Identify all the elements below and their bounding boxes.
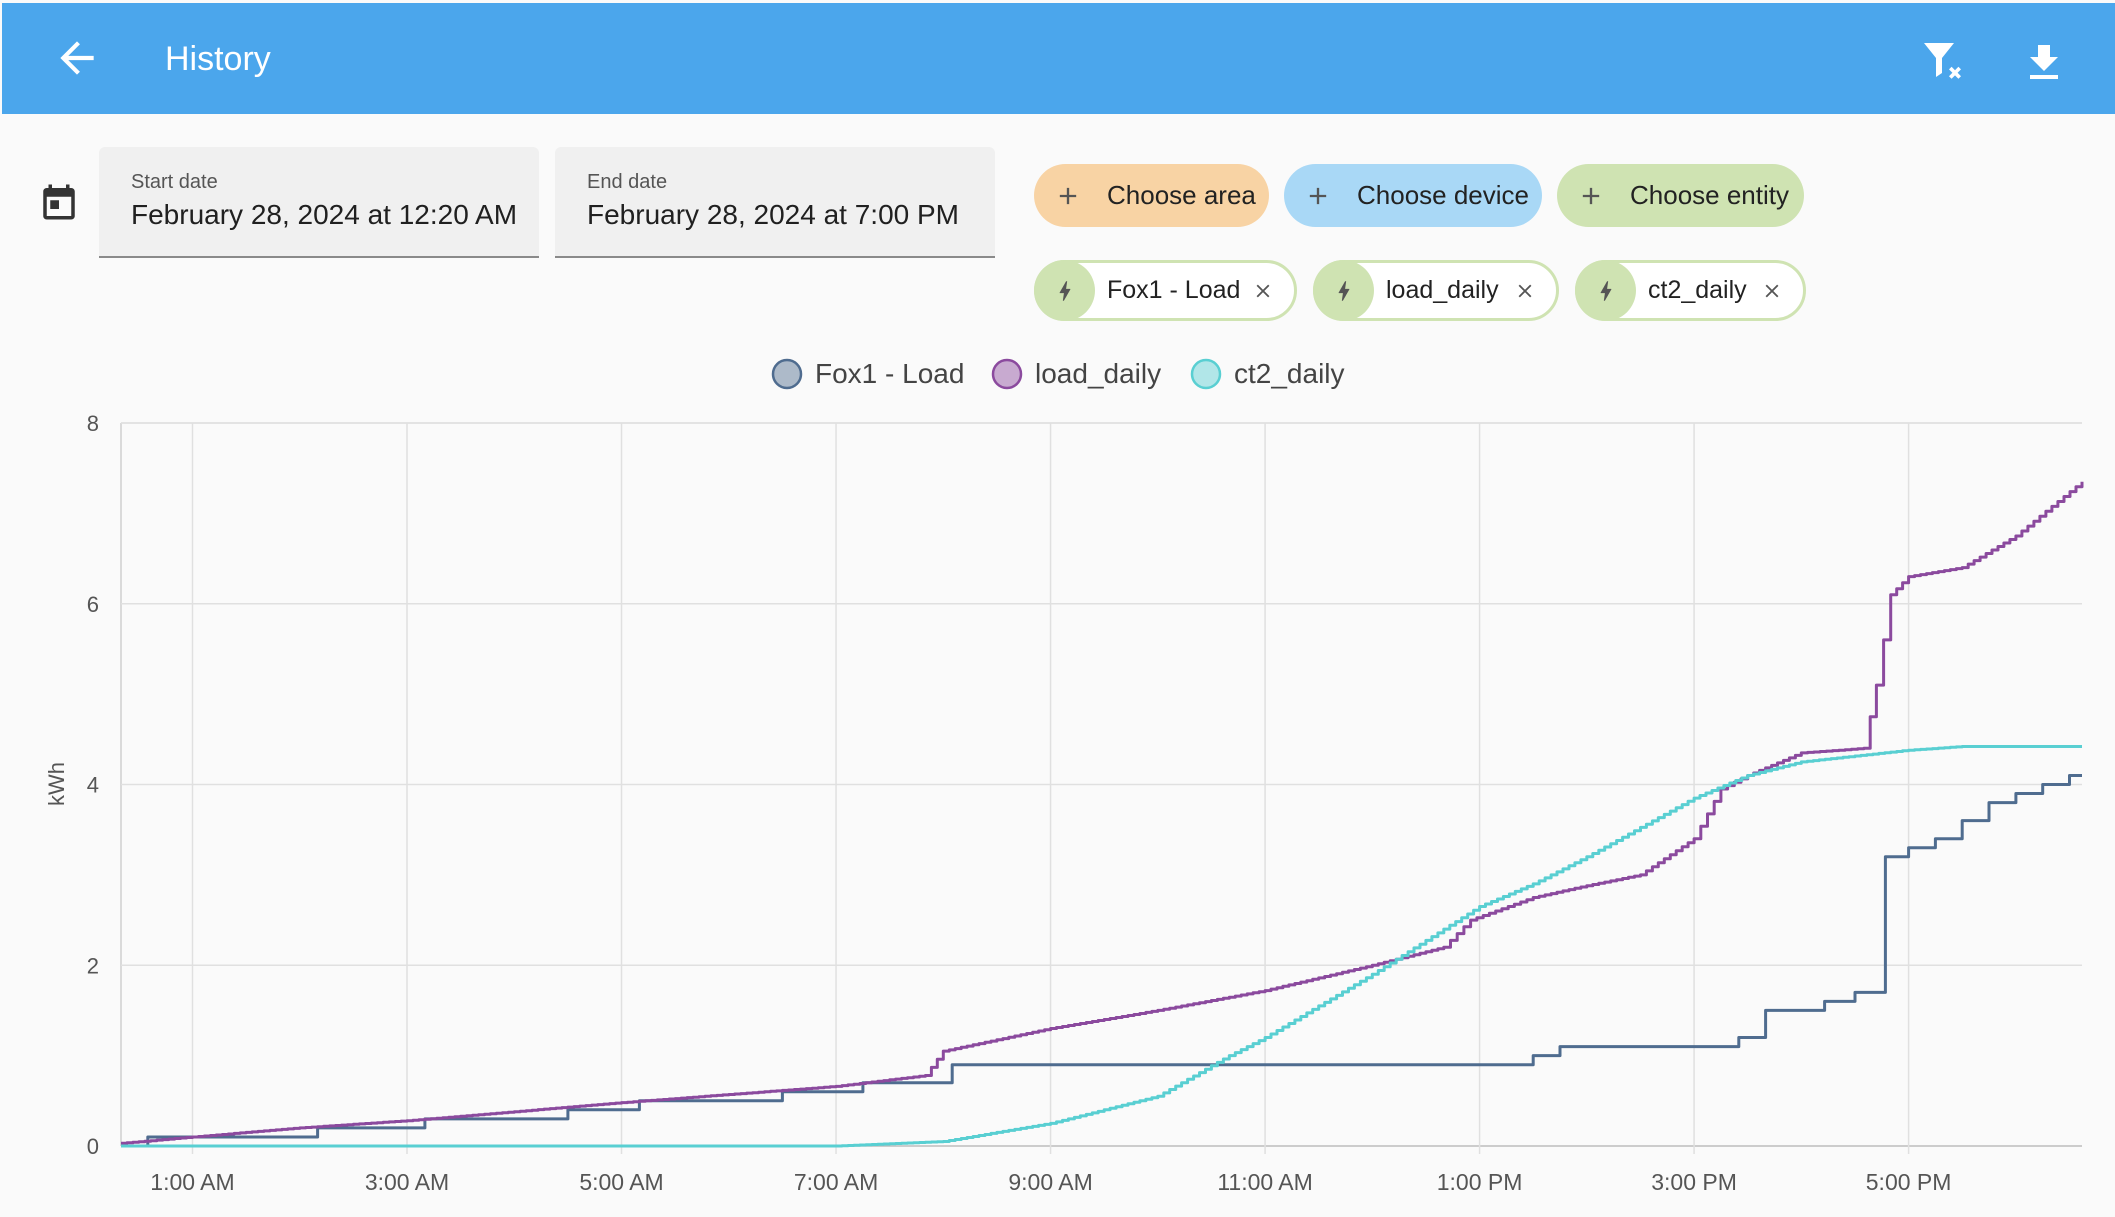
plus-icon (1059, 187, 1077, 204)
filter-remove-icon[interactable] (1920, 37, 1968, 85)
legend-item[interactable]: ct2_daily (1190, 358, 1345, 390)
calendar-icon[interactable] (38, 180, 80, 224)
start-date-value: February 28, 2024 at 12:20 AM (131, 199, 518, 230)
entity-chip-label: load_daily (1386, 276, 1499, 304)
series-line-0 (121, 774, 2082, 1148)
y-axis-label: kWh (44, 762, 69, 806)
entity-chip-load-daily[interactable]: load_daily (1313, 260, 1559, 321)
lightning-bolt-icon (1575, 260, 1636, 321)
y-tick-label: 6 (87, 592, 99, 617)
entity-chip-label: Fox1 - Load (1107, 276, 1241, 304)
chart-legend: Fox1 - Load load_daily ct2_daily (771, 358, 1345, 390)
y-tick-label: 2 (87, 953, 99, 978)
legend-label: Fox1 - Load (815, 358, 964, 389)
x-tick-label: 7:00 AM (794, 1169, 878, 1195)
series-line-2 (121, 745, 2082, 1148)
x-tick-label: 5:00 PM (1866, 1169, 1952, 1195)
x-tick-label: 1:00 AM (150, 1169, 234, 1195)
lightning-bolt-icon (1034, 260, 1095, 321)
x-tick-label: 3:00 PM (1651, 1169, 1737, 1195)
y-tick-label: 8 (87, 411, 99, 436)
series-line-1 (121, 481, 2084, 1145)
legend-item[interactable]: Fox1 - Load (771, 358, 964, 390)
page-title: History (165, 40, 271, 78)
entity-chip-fox1-load[interactable]: Fox1 - Load (1034, 260, 1297, 321)
choose-area-chip[interactable]: Choose area (1034, 164, 1269, 227)
x-tick-label: 9:00 AM (1008, 1169, 1092, 1195)
arrow-left-icon[interactable] (52, 33, 102, 83)
app-bar: History (2, 3, 2115, 114)
legend-label: load_daily (1035, 358, 1161, 389)
choose-device-chip[interactable]: Choose device (1284, 164, 1542, 227)
x-tick-label: 11:00 AM (1217, 1169, 1312, 1195)
lightning-bolt-icon (1313, 260, 1374, 321)
end-date-label: End date (587, 171, 668, 193)
chart-grid (120, 422, 2082, 1154)
start-date-field[interactable]: Start date February 28, 2024 at 12:20 AM (99, 147, 539, 258)
y-axis-ticks: 0 2 4 6 8 (87, 411, 99, 1159)
x-tick-label: 5:00 AM (579, 1169, 663, 1195)
plus-icon (1582, 187, 1600, 204)
y-tick-label: 0 (87, 1134, 99, 1159)
x-tick-label: 3:00 AM (365, 1169, 449, 1195)
legend-swatch (771, 358, 803, 390)
end-date-value: February 28, 2024 at 7:00 PM (587, 199, 959, 230)
legend-label: ct2_daily (1234, 358, 1345, 389)
legend-item[interactable]: load_daily (991, 358, 1161, 390)
plus-icon (1309, 187, 1327, 204)
entity-chip-label: ct2_daily (1648, 276, 1747, 304)
close-icon[interactable] (1514, 280, 1536, 302)
start-date-label: Start date (131, 171, 218, 193)
legend-swatch (1190, 358, 1222, 390)
entity-chip-ct2-daily[interactable]: ct2_daily (1575, 260, 1806, 321)
choose-device-label: Choose device (1357, 180, 1529, 210)
x-tick-label: 1:00 PM (1437, 1169, 1523, 1195)
series-layer (121, 481, 2084, 1148)
close-icon[interactable] (1252, 280, 1274, 302)
choose-entity-label: Choose entity (1630, 180, 1789, 210)
choose-entity-chip[interactable]: Choose entity (1557, 164, 1804, 227)
history-chart: 1:00 AM 3:00 AM 5:00 AM 7:00 AM 9:00 AM 11:00… (44, 358, 2084, 1195)
download-icon[interactable] (2020, 39, 2068, 87)
legend-swatch (991, 358, 1023, 390)
x-axis-ticks: 1:00 AM 3:00 AM 5:00 AM 7:00 AM 9:00 AM 11:00… (150, 1169, 1951, 1195)
end-date-field[interactable]: End date February 28, 2024 at 7:00 PM (555, 147, 995, 258)
y-tick-label: 4 (87, 773, 99, 798)
close-icon[interactable] (1761, 280, 1783, 302)
choose-area-label: Choose area (1107, 180, 1256, 210)
